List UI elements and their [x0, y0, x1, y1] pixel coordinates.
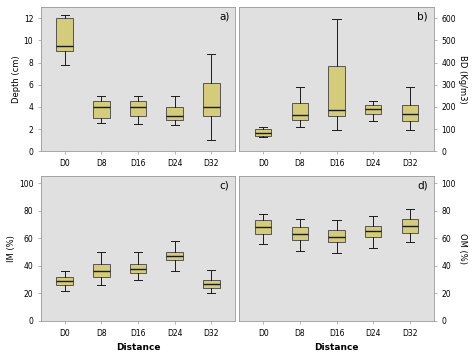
PathPatch shape	[203, 83, 219, 116]
PathPatch shape	[255, 220, 272, 234]
PathPatch shape	[56, 277, 73, 285]
Text: b): b)	[417, 11, 428, 21]
Y-axis label: OM (%): OM (%)	[458, 233, 467, 264]
X-axis label: Distance: Distance	[314, 343, 359, 352]
PathPatch shape	[401, 219, 418, 233]
PathPatch shape	[130, 265, 146, 273]
PathPatch shape	[328, 66, 345, 116]
PathPatch shape	[56, 18, 73, 51]
PathPatch shape	[93, 265, 109, 277]
Y-axis label: Depth (cm): Depth (cm)	[12, 55, 21, 103]
PathPatch shape	[255, 129, 272, 136]
PathPatch shape	[365, 105, 382, 114]
Y-axis label: IM (%): IM (%)	[7, 235, 16, 262]
PathPatch shape	[203, 280, 219, 288]
Y-axis label: BD (Kg/m3): BD (Kg/m3)	[458, 55, 467, 103]
PathPatch shape	[401, 105, 418, 121]
PathPatch shape	[93, 101, 109, 118]
Text: d): d)	[417, 181, 428, 191]
Text: c): c)	[219, 181, 229, 191]
PathPatch shape	[166, 107, 183, 120]
PathPatch shape	[166, 252, 183, 260]
PathPatch shape	[365, 226, 382, 237]
PathPatch shape	[292, 227, 308, 240]
PathPatch shape	[292, 103, 308, 120]
PathPatch shape	[130, 101, 146, 116]
Text: a): a)	[219, 11, 229, 21]
PathPatch shape	[328, 230, 345, 242]
X-axis label: Distance: Distance	[116, 343, 160, 352]
